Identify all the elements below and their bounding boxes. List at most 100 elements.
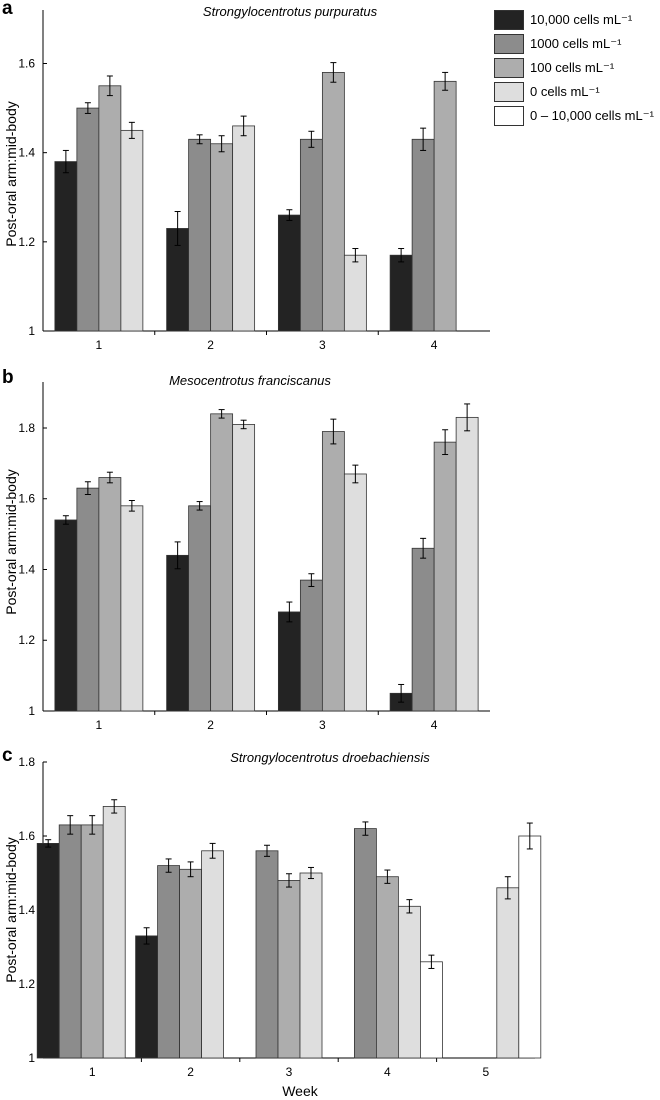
panel-label-c: c — [2, 745, 13, 766]
bar — [98, 85, 122, 332]
x-tick-label: 4 — [384, 1065, 391, 1079]
bar — [343, 254, 367, 332]
x-tick-label: 1 — [96, 338, 103, 352]
panel-label-b: b — [2, 367, 14, 388]
y-tick-label: 1.2 — [18, 633, 35, 647]
y-axis-label-a: Post-oral arm:mid-body — [3, 101, 19, 247]
x-tick-label: 2 — [207, 718, 214, 732]
x-tick-label: 3 — [319, 718, 326, 732]
y-tick-label: 1.2 — [18, 235, 35, 249]
y-tick-label: 1 — [28, 324, 35, 338]
legend-item: 1000 cells mL⁻¹ — [494, 32, 654, 56]
bar — [299, 872, 323, 1059]
bar — [232, 125, 256, 332]
y-tick-label: 1.4 — [18, 562, 35, 576]
bar — [496, 887, 520, 1059]
legend-item: 10,000 cells mL⁻¹ — [494, 8, 654, 32]
y-tick-label: 1.6 — [18, 492, 35, 506]
bar — [76, 487, 100, 712]
y-tick-label: 1.4 — [18, 903, 35, 917]
x-tick-label: 5 — [482, 1065, 489, 1079]
bar — [102, 806, 126, 1059]
bar — [411, 138, 435, 332]
bar — [188, 505, 212, 712]
legend-label: 10,000 cells mL⁻¹ — [530, 12, 633, 27]
legend-item: 0 cells mL⁻¹ — [494, 80, 654, 104]
legend-label: 0 – 10,000 cells mL⁻¹ — [530, 108, 654, 123]
bar — [397, 905, 421, 1059]
bar — [36, 843, 60, 1059]
x-tick-label: 1 — [96, 718, 103, 732]
bar — [277, 880, 301, 1059]
panel-title-a: Strongylocentrotus purpuratus — [202, 4, 378, 19]
y-tick-label: 1.8 — [18, 755, 35, 769]
panel-label-a: a — [2, 0, 13, 19]
legend-swatch — [494, 10, 524, 30]
bar — [120, 129, 144, 332]
y-tick-label: 1.2 — [18, 977, 35, 991]
bar — [343, 473, 367, 712]
bar — [375, 876, 399, 1059]
bar — [411, 547, 435, 712]
bar — [54, 161, 78, 332]
bar — [299, 579, 323, 712]
panel-title-b: Mesocentrotus franciscanus — [169, 373, 331, 388]
bar — [433, 80, 457, 332]
bar — [419, 961, 443, 1059]
legend-swatch — [494, 106, 524, 126]
legend-swatch — [494, 34, 524, 54]
panel-title-c: Strongylocentrotus droebachiensis — [230, 750, 430, 765]
x-tick-label: 4 — [431, 338, 438, 352]
y-tick-label: 1.6 — [18, 57, 35, 71]
bar — [455, 416, 479, 712]
bar — [277, 214, 301, 332]
bar — [210, 143, 234, 332]
bar — [433, 441, 457, 712]
bar — [58, 824, 82, 1059]
x-tick-label: 2 — [187, 1065, 194, 1079]
y-tick-label: 1.6 — [18, 829, 35, 843]
legend-item: 100 cells mL⁻¹ — [494, 56, 654, 80]
bar — [389, 254, 413, 332]
x-tick-label: 3 — [319, 338, 326, 352]
x-tick-label: 3 — [286, 1065, 293, 1079]
legend: 10,000 cells mL⁻¹ 1000 cells mL⁻¹ 100 ce… — [494, 8, 654, 128]
bar — [166, 554, 190, 712]
y-tick-label: 1 — [28, 1051, 35, 1065]
legend-swatch — [494, 82, 524, 102]
y-axis-label-b: Post-oral arm:mid-body — [3, 469, 19, 615]
bar — [76, 107, 100, 332]
bar — [98, 477, 122, 712]
bar — [179, 868, 203, 1059]
bar — [201, 850, 225, 1059]
bar — [321, 431, 345, 712]
y-axis-label-c: Post-oral arm:mid-body — [3, 837, 19, 983]
legend-label: 100 cells mL⁻¹ — [530, 60, 615, 75]
bar — [518, 835, 542, 1059]
bar — [188, 138, 212, 332]
bar — [255, 850, 279, 1059]
bar — [210, 413, 234, 712]
bar — [157, 865, 181, 1059]
bar — [232, 424, 256, 712]
y-tick-label: 1.4 — [18, 146, 35, 160]
legend-item: 0 – 10,000 cells mL⁻¹ — [494, 104, 654, 128]
bar — [120, 505, 144, 712]
x-tick-label: 4 — [431, 718, 438, 732]
bar — [54, 519, 78, 712]
bar — [321, 72, 345, 332]
legend-swatch — [494, 58, 524, 78]
legend-label: 1000 cells mL⁻¹ — [530, 36, 622, 51]
bar — [135, 935, 159, 1059]
x-tick-label: 1 — [89, 1065, 96, 1079]
bar — [353, 828, 377, 1059]
x-tick-label: 2 — [207, 338, 214, 352]
bar — [80, 824, 104, 1059]
bar — [299, 138, 323, 332]
y-tick-label: 1 — [28, 704, 35, 718]
legend-label: 0 cells mL⁻¹ — [530, 84, 600, 99]
bar — [277, 611, 301, 712]
x-axis-label-c: Week — [282, 1083, 318, 1099]
y-tick-label: 1.8 — [18, 421, 35, 435]
